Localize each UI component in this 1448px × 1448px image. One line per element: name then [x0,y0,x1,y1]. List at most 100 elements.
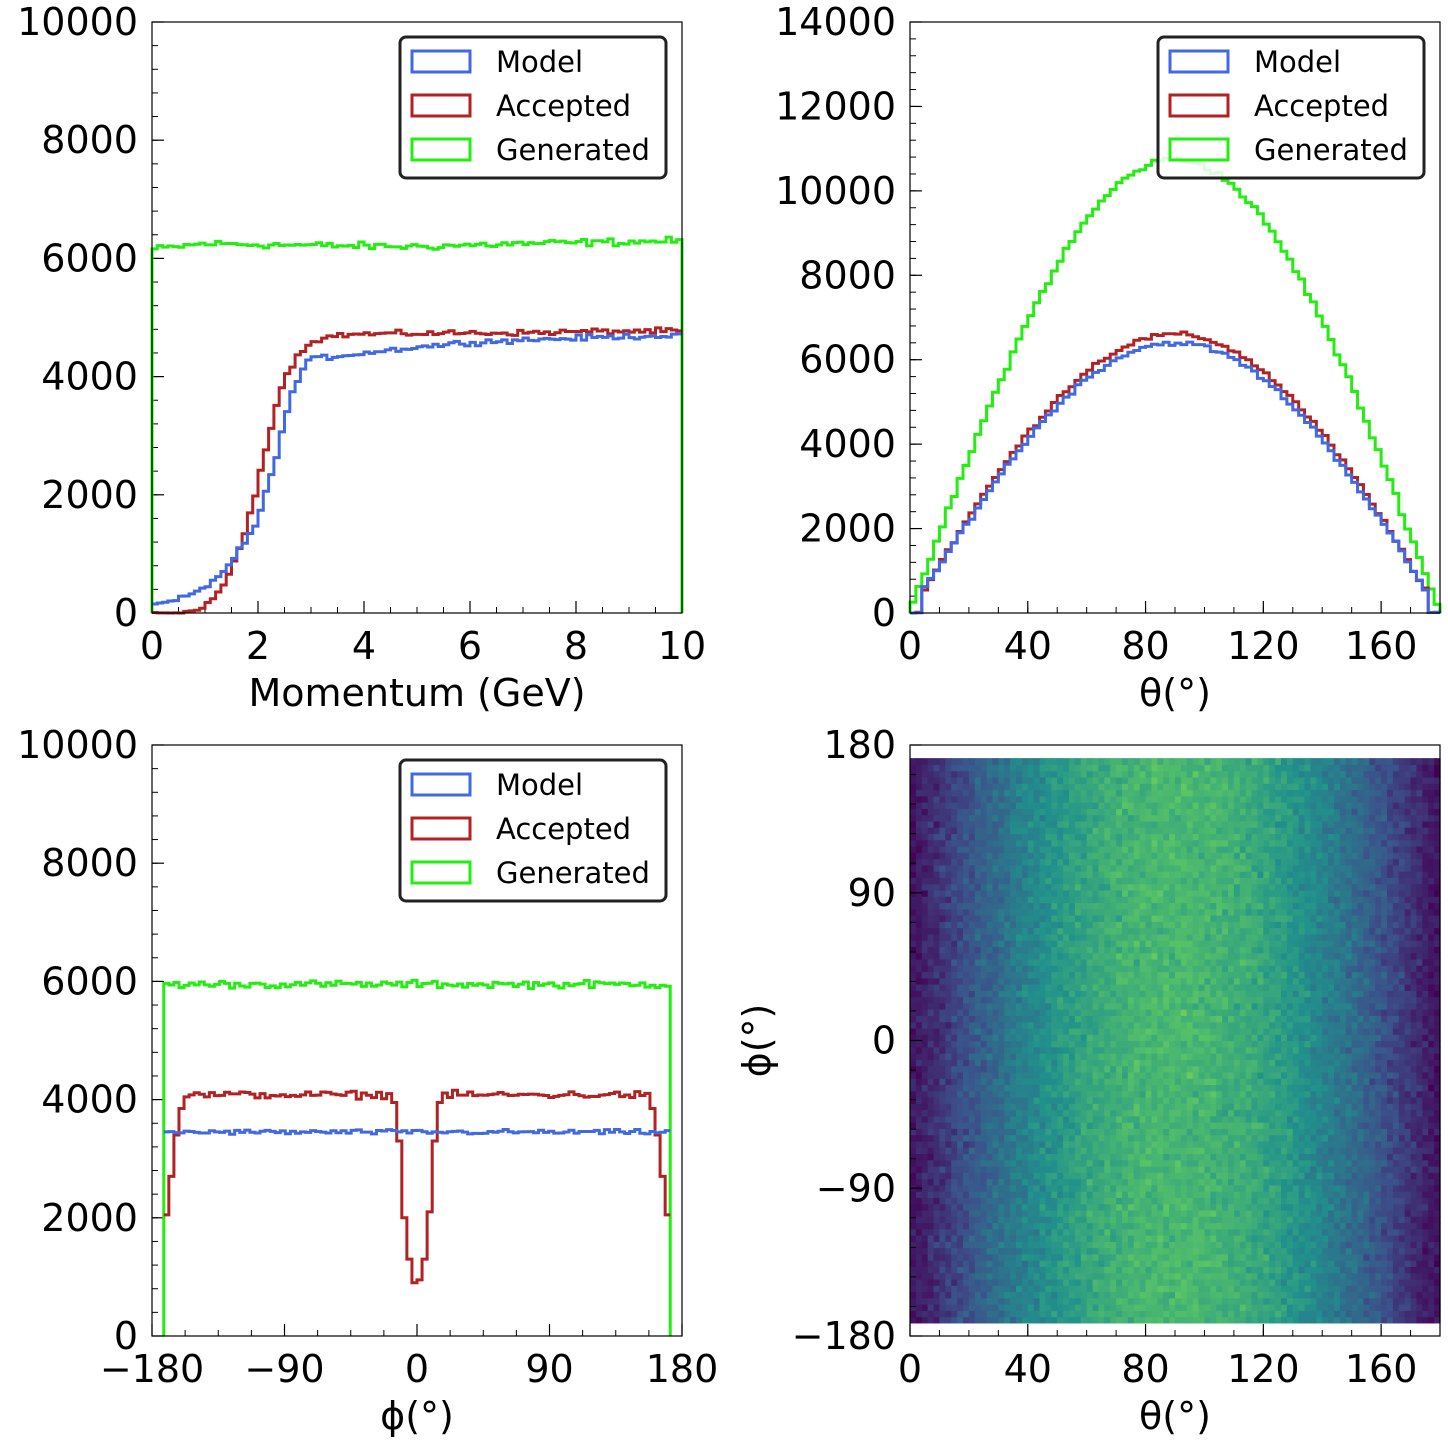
heatmap-cell [933,1197,941,1205]
heatmap-cell [1004,1285,1011,1293]
heatmap-cell [933,915,941,922]
heatmap-cell [1010,1247,1017,1255]
heatmap-cell [1092,952,1100,960]
heatmap-cell [1092,996,1100,1004]
heatmap-cell [945,758,952,766]
heatmap-cell [1051,758,1058,766]
heatmap-cell [1069,1071,1076,1079]
heatmap-cell [1021,770,1029,778]
heatmap-cell [980,1128,988,1136]
heatmap-cell [939,795,946,803]
heatmap-cell [986,845,994,853]
heatmap-cell [963,877,970,885]
heatmap-cell [1110,1222,1117,1230]
heatmap-cell [921,1197,929,1205]
heatmap-cell [1204,1172,1211,1180]
heatmap-cell [1027,1235,1035,1242]
heatmap-cell [963,864,970,872]
heatmap-cell [998,871,1005,878]
heatmap-cell [1122,1040,1129,1048]
heatmap-cell [980,1002,988,1010]
heatmap-cell [974,1040,982,1048]
heatmap-cell [1151,933,1158,941]
heatmap-cell [1027,758,1035,766]
heatmap-cell [915,1027,923,1035]
heatmap-cell [1169,1216,1176,1224]
heatmap-cell [945,1316,952,1324]
heatmap-cell [915,770,923,778]
heatmap-cell [1139,1096,1147,1104]
heatmap-cell [1045,808,1052,816]
heatmap-cell [915,1235,923,1242]
heatmap-cell [1192,1291,1200,1299]
heatmap-cell [968,764,976,772]
heatmap-cell [1116,814,1123,822]
heatmap-cell [1210,1209,1217,1217]
heatmap-cell [1139,1027,1147,1035]
heatmap-cell [1139,896,1147,904]
heatmap-cell [951,871,958,878]
heatmap-cell [1198,1285,1206,1293]
heatmap-cell [1010,1235,1017,1242]
heatmap-cell [1021,1122,1029,1129]
heatmap-cell [968,852,976,860]
heatmap-cell [933,1002,941,1010]
heatmap-cell [1092,1122,1100,1129]
heatmap-cell [951,1228,958,1236]
heatmap-cell [1069,1040,1076,1048]
heatmap-cell [1145,839,1153,847]
heatmap-cell [986,1222,994,1230]
heatmap-cell [1116,1015,1123,1023]
heatmap-cell [1016,1228,1023,1236]
heatmap-cell [957,1222,964,1230]
heatmap-cell [992,877,999,885]
heatmap-cell [1045,820,1052,828]
heatmap-cell [915,1159,923,1167]
heatmap-cell [1204,946,1211,954]
heatmap-cell [1163,1203,1170,1211]
heatmap-cell [998,996,1005,1004]
heatmap-cell [998,1046,1005,1054]
heatmap-cell [1169,1278,1176,1286]
heatmap-cell [1098,1197,1105,1205]
heatmap-cell [945,1310,952,1318]
heatmap-cell [933,820,941,828]
heatmap-cell [1021,1228,1029,1236]
heatmap-cell [910,1310,917,1318]
heatmap-cell [1080,921,1088,929]
heatmap-cell [1074,1165,1082,1173]
heatmap-cell [1039,1140,1047,1148]
heatmap-cell [927,933,935,941]
heatmap-cell [1069,864,1076,872]
heatmap-cell [957,814,964,822]
heatmap-cell [939,933,946,941]
heatmap-cell [1110,1260,1117,1267]
heatmap-cell [915,858,923,866]
heatmap-cell [1016,1122,1023,1129]
heatmap-cell [1092,764,1100,772]
heatmap-cell [1204,1153,1211,1161]
heatmap-cell [1063,1266,1070,1274]
heatmap-cell [939,940,946,947]
heatmap-cell [1169,764,1176,772]
heatmap-cell [963,952,970,960]
heatmap-cell [1010,1172,1017,1180]
heatmap-cell [933,1140,941,1148]
heatmap-cell [1069,1078,1076,1086]
heatmap-cell [1133,864,1141,872]
heatmap-cell [1198,952,1206,960]
heatmap-cell [1010,1046,1017,1054]
heatmap-cell [1133,1241,1141,1249]
heatmap-cell [1004,770,1011,778]
heatmap-cell [1145,1053,1153,1060]
heatmap-cell [1192,984,1200,991]
heatmap-cell [957,1040,964,1048]
heatmap-cell [1198,871,1206,878]
heatmap-cell [1045,871,1052,878]
heatmap-cell [1074,1065,1082,1073]
heatmap-cell [1180,984,1188,991]
heatmap-cell [921,1191,929,1198]
heatmap-cell [998,1147,1005,1155]
heatmap-cell [992,1134,999,1142]
heatmap-cell [1069,1197,1076,1205]
